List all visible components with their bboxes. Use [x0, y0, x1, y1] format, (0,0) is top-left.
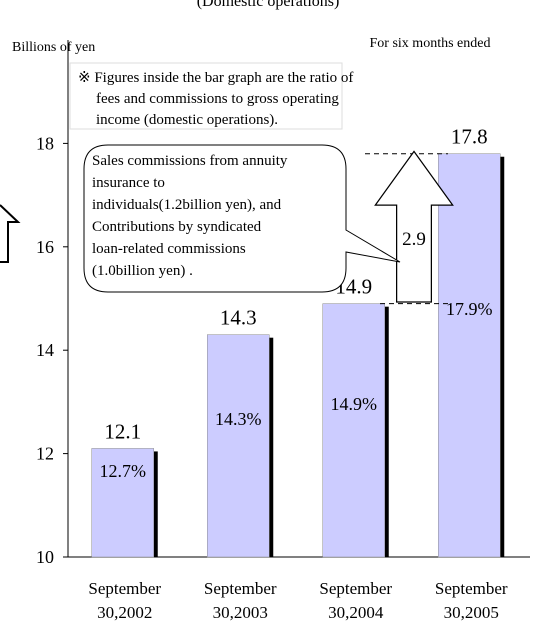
ratio-label: 14.9% — [331, 394, 378, 414]
ratio-bg — [439, 297, 500, 321]
callout-text: individuals(1.2billion yen), and — [92, 197, 282, 213]
x-tick-line: 30,2004 — [328, 603, 384, 622]
ratio-label: 17.9% — [446, 299, 493, 319]
chart-subtitle: (Domestic operations) — [197, 0, 340, 10]
x-tick-line: September — [88, 579, 161, 598]
callout-text: Sales commissions from annuity — [92, 153, 288, 169]
bar — [322, 303, 385, 558]
y-tick-label: 12 — [36, 444, 54, 464]
callout-text: insurance to — [92, 175, 165, 191]
ratio-label: 14.3% — [215, 409, 262, 429]
x-tick-line: 30,2002 — [97, 603, 152, 622]
value-label: 14.3 — [220, 306, 257, 330]
callout-bubble — [83, 144, 401, 293]
x-tick-line: 30,2005 — [444, 603, 499, 622]
ratio-bg — [208, 407, 269, 431]
x-tick-line: 30,2003 — [213, 603, 268, 622]
x-tick-line: September — [435, 579, 508, 598]
offscreen-arrow — [0, 204, 21, 263]
note-text: fees and commissions to gross operating — [96, 91, 339, 107]
value-label: 12.1 — [104, 419, 141, 443]
ratio-bg — [92, 459, 153, 483]
x-tick-label: September 30,2003 — [204, 579, 277, 622]
callout-text: Contributions by syndicated — [92, 219, 262, 235]
y-tick-label: 18 — [36, 133, 54, 153]
note-box — [69, 62, 343, 130]
difference-label: 2.9 — [402, 229, 426, 250]
x-tick-label: September 30,2004 — [319, 579, 392, 622]
note-text: income (domestic operations). — [96, 112, 278, 128]
x-tick-label: September 30,2002 — [88, 579, 161, 622]
note-text: ※ Figures inside the bar graph are the r… — [78, 70, 353, 86]
bar — [438, 153, 501, 558]
y-axis-label: Billions of yen — [12, 40, 95, 55]
increase-arrow-inner — [376, 152, 452, 302]
y-tick-label: 10 — [36, 547, 54, 567]
callout-text: (1.0billion yen) . — [92, 263, 193, 279]
callout-text: loan-related commissions — [92, 241, 246, 257]
x-tick-label: September 30,2005 — [435, 579, 508, 622]
x-tick-line: September — [204, 579, 277, 598]
y-tick-label: 14 — [36, 340, 54, 360]
y-tick-label: 16 — [36, 237, 54, 257]
period-label: For six months ended — [370, 36, 491, 51]
value-label: 17.8 — [451, 125, 488, 149]
x-tick-line: September — [319, 579, 392, 598]
ratio-bg — [323, 392, 384, 416]
bar — [207, 334, 270, 558]
ratio-label: 12.7% — [100, 461, 147, 481]
